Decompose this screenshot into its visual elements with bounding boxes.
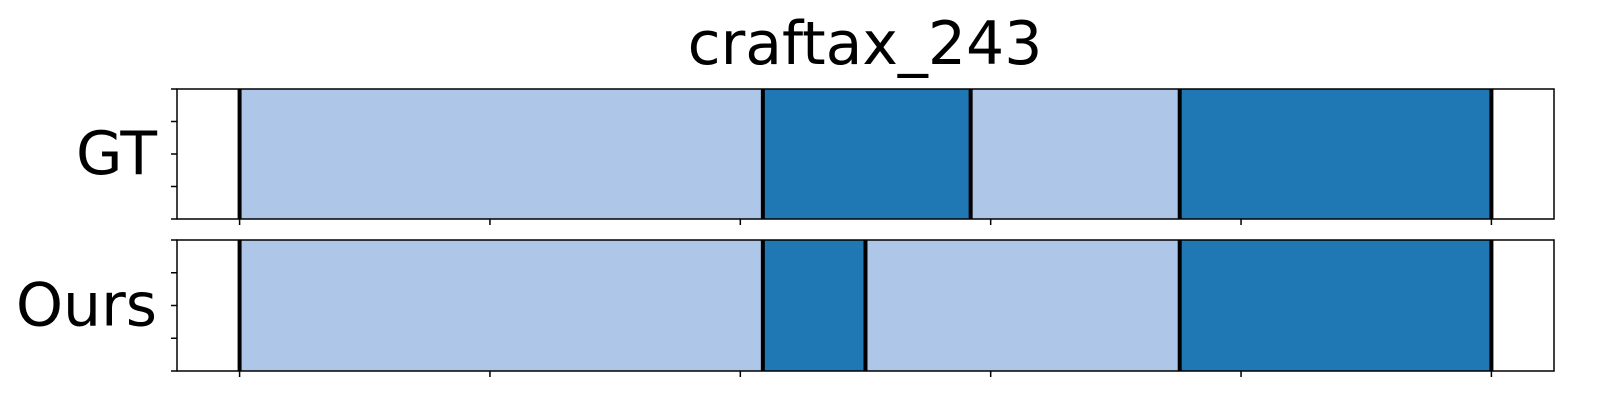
segment-0-2 <box>970 89 1180 219</box>
row-0: GT <box>76 88 1555 225</box>
segment-0-0 <box>239 89 763 219</box>
row-label-0: GT <box>76 119 157 189</box>
segment-1-3 <box>1179 240 1492 371</box>
rows-layer: GT Ours <box>16 88 1555 377</box>
segment-1-1 <box>762 240 866 371</box>
segment-1-2 <box>865 240 1180 371</box>
segment-1-0 <box>239 240 763 371</box>
row-label-1: Ours <box>16 271 157 341</box>
segment-0-1 <box>762 89 971 219</box>
chart-title: craftax_243 <box>688 9 1043 79</box>
segment-0-3 <box>1179 89 1492 219</box>
row-1: Ours <box>16 239 1555 377</box>
